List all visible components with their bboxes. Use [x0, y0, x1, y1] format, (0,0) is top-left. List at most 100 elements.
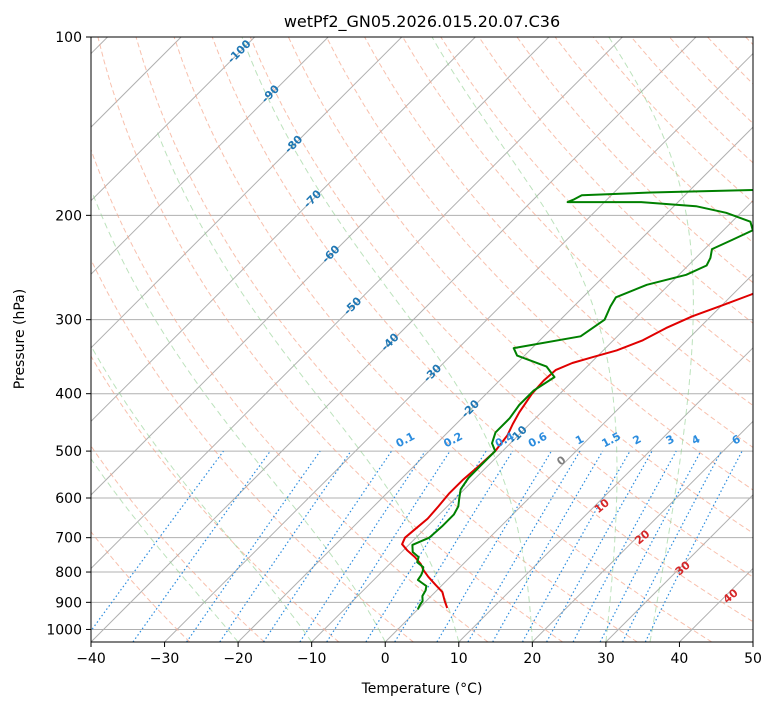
- mixing-ratio-line: [91, 450, 224, 632]
- background-lines: [91, 37, 753, 642]
- mixing-ratio-label: 6: [730, 432, 743, 447]
- mixing-ratio-label: 0.1: [394, 430, 417, 451]
- mixing-ratio-label: 8: [759, 432, 772, 447]
- dry-adiabat: [669, 37, 753, 125]
- x-tick-label: 20: [523, 651, 541, 667]
- dry-adiabat: [592, 37, 753, 204]
- moist-adiabat: [92, 195, 386, 642]
- dry-adiabat: [91, 531, 191, 642]
- y-tick-label: 500: [55, 444, 82, 460]
- mixing-ratio-line: [436, 450, 553, 642]
- mixing-ratio-line: [186, 450, 321, 642]
- y-tick-label: 400: [55, 387, 82, 403]
- isotherm-line: [91, 37, 256, 202]
- mixing-ratio-label: 1.5: [600, 430, 623, 451]
- dry-adiabat: [516, 37, 753, 284]
- x-tick-label: 30: [597, 651, 615, 667]
- isotherm-line: [531, 420, 753, 642]
- y-tick-label: 600: [55, 491, 82, 507]
- mixing-ratio-line: [599, 450, 702, 642]
- dry-adiabat: [91, 258, 414, 642]
- isotherm-line: [679, 567, 753, 642]
- dry-adiabat: [91, 148, 489, 642]
- mixing-ratio-label: 1: [573, 432, 586, 447]
- isotherm-line: [91, 37, 329, 275]
- dry-adiabat: [91, 355, 340, 642]
- dry-adiabat: [173, 37, 713, 642]
- mixing-ratio-label: 3: [664, 432, 677, 447]
- dry-adiabat: [91, 445, 265, 642]
- y-tick-label: 900: [55, 595, 82, 611]
- chart-title: wetPf2_GN05.2026.015.20.07.C36: [284, 12, 560, 32]
- isotherm-line: [311, 199, 753, 642]
- moist-adiabat: [157, 132, 460, 642]
- y-tick-label: 1000: [46, 622, 82, 638]
- dry-adiabat: [554, 37, 753, 244]
- dry-adiabat: [326, 37, 753, 491]
- temperature-profile-line: [401, 292, 753, 609]
- tick-layer: −40 −30 −20 −10 0 10 20 30 40 5010020030040050060…: [46, 30, 762, 667]
- x-tick-label: 50: [744, 651, 762, 667]
- y-tick-label: 300: [55, 313, 82, 329]
- y-axis-label: Pressure (hPa): [12, 289, 28, 389]
- plot-frame: [90, 36, 754, 643]
- mixing-ratio-line: [644, 450, 743, 642]
- y-tick-label: 800: [55, 565, 82, 581]
- mixing-ratio-line: [467, 450, 581, 642]
- adiabat-label: 10: [592, 496, 612, 516]
- mixing-ratio-line: [132, 450, 271, 642]
- x-tick-label: 40: [671, 651, 689, 667]
- isotherm-line: [91, 37, 550, 496]
- dry-adiabat: [135, 37, 638, 642]
- mixing-ratio-label: 0.2: [441, 430, 464, 451]
- dry-adiabat: [249, 37, 753, 578]
- x-tick-label: −20: [223, 651, 253, 667]
- mixing-ratio-line: [546, 450, 653, 642]
- mixing-ratio-line: [262, 450, 392, 642]
- isotherm-line: [91, 37, 403, 349]
- dry-adiabat: [402, 37, 753, 407]
- mixing-ratio-line: [521, 450, 631, 642]
- isotherm-line: [752, 641, 753, 642]
- mixing-ratio-line: [394, 450, 514, 642]
- isotherm-line: [384, 273, 753, 642]
- isotherm-line: [91, 37, 697, 642]
- mixing-ratio-line: [219, 450, 352, 642]
- dry-adiabat: [745, 37, 753, 46]
- y-tick-label: 700: [55, 531, 82, 547]
- series-layer: [401, 188, 753, 610]
- y-tick-label: 200: [55, 208, 82, 224]
- dry-adiabat: [707, 37, 753, 85]
- x-tick-label: −30: [150, 651, 180, 667]
- moist-adiabat: [241, 37, 533, 642]
- moist-adiabat: [431, 37, 618, 642]
- mixing-ratio-label: 0.6: [526, 430, 550, 451]
- mixing-ratio-line: [622, 450, 722, 642]
- dry-adiabat: [97, 37, 563, 642]
- x-tick-label: −40: [76, 651, 106, 667]
- adiabat-label: 30: [673, 558, 693, 578]
- isotherm-line: [164, 52, 753, 642]
- isotherm-line: [237, 126, 753, 642]
- isotherm-line: [458, 347, 753, 642]
- isotherm-line: [605, 494, 753, 642]
- mixing-ratio-label: 2: [631, 432, 644, 447]
- isotherm-line: [91, 37, 476, 423]
- dry-adiabat: [478, 37, 753, 324]
- mixing-ratio-label: 4: [689, 432, 702, 447]
- dry-adiabat: [440, 37, 753, 365]
- x-tick-label: −10: [297, 651, 327, 667]
- moist-adiabat: [608, 37, 694, 642]
- mixing-ratio-line: [299, 450, 426, 642]
- dewpoint-profile-line: [411, 188, 753, 610]
- x-tick-label: 0: [381, 651, 390, 667]
- dry-adiabat: [364, 37, 753, 449]
- moist-adiabat: [91, 457, 239, 642]
- dry-adiabat: [211, 37, 753, 623]
- x-tick-label: 10: [450, 651, 468, 667]
- mixing-ratio-line: [572, 450, 677, 642]
- x-axis-label: Temperature (°C): [361, 681, 483, 697]
- moist-adiabat: [91, 345, 313, 642]
- y-tick-label: 100: [55, 30, 82, 46]
